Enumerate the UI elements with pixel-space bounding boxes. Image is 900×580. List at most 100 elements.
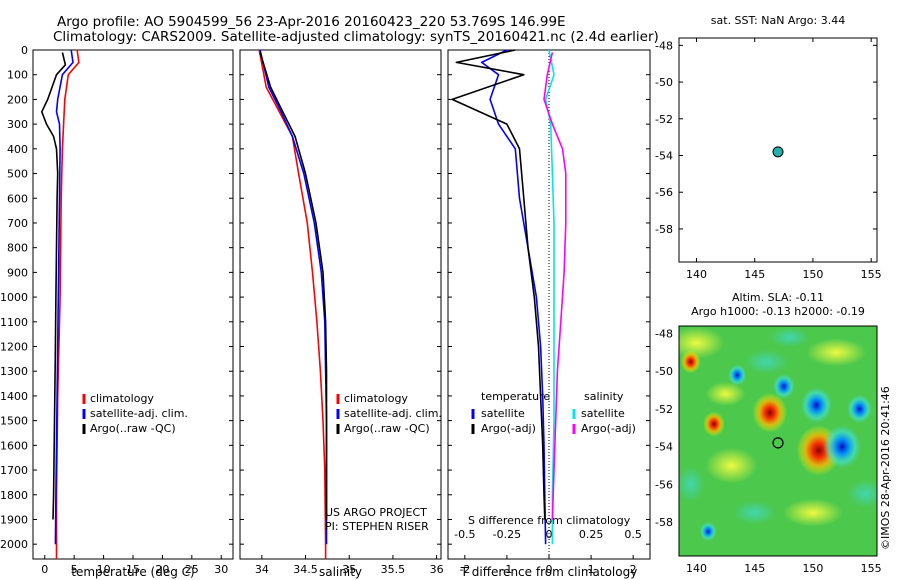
sst-map-lat-tick-label: -58 xyxy=(655,223,673,236)
sal-legend-label: Argo(..raw -QC) xyxy=(344,422,430,435)
sla-map-lon-tick-label: 140 xyxy=(686,562,707,575)
sla-negative-anomaly xyxy=(800,387,833,424)
sla-map-lon-tick-label: 155 xyxy=(861,562,882,575)
sla-positive-anomaly xyxy=(752,392,788,433)
temp-line-satellite xyxy=(54,49,74,545)
sla-map-lon-tick-label: 145 xyxy=(744,562,765,575)
panel-2-frame xyxy=(239,49,442,560)
sst-map-lat-tick-label: -56 xyxy=(655,186,673,199)
sla-negative-anomaly xyxy=(773,373,795,399)
sal-legend-label: satellite-adj. clim. xyxy=(344,407,442,420)
sla-negative-anomaly xyxy=(847,394,872,424)
sst-map-lon-tick-label: 140 xyxy=(686,268,707,281)
depth-tick-label: 1400 xyxy=(0,390,28,403)
tdiff-tick-label: 2 xyxy=(630,563,637,576)
sal-line-satellite xyxy=(259,49,328,545)
sal-legend-label: climatology xyxy=(344,392,408,405)
sla-negative-anomaly xyxy=(699,521,717,542)
sla-map-lat-tick-label: -56 xyxy=(655,478,673,491)
tdiff-line-argo xyxy=(451,49,546,520)
sla-field xyxy=(679,326,877,556)
sla-map-title: Altim. SLA: -0.11 xyxy=(732,291,824,304)
tdiff-tick-label: -2 xyxy=(459,563,470,576)
sla-map-lat-tick-label: -48 xyxy=(655,328,673,341)
sst-map-lat-tick-label: -48 xyxy=(655,39,673,52)
tdiff-tick-label: 1 xyxy=(588,563,595,576)
depth-tick-label: 1100 xyxy=(0,316,28,329)
depth-tick-label: 1700 xyxy=(0,464,28,477)
sla-texture xyxy=(744,349,789,374)
tdiff-legend-label: satellite xyxy=(481,407,525,420)
sdiff-axis-label: S difference from climatology xyxy=(468,514,631,527)
sla-texture xyxy=(705,447,758,484)
depth-tick-label: 200 xyxy=(7,93,28,106)
sla-map-lat-tick-label: -58 xyxy=(655,516,673,529)
temp-legend-label: climatology xyxy=(90,392,154,405)
sla-texture xyxy=(806,338,867,367)
sla-texture xyxy=(847,479,877,508)
sal-tick-label: 36 xyxy=(430,563,444,576)
sdiff-line-satellite xyxy=(544,49,555,545)
sal-line-climatology xyxy=(258,49,327,559)
sla-texture xyxy=(679,466,705,503)
sdiff-legend-title: salinity xyxy=(584,390,624,403)
temp-legend-label: satellite-adj. clim. xyxy=(90,407,188,420)
sdiff-tick-label: 0.5 xyxy=(624,528,642,541)
sla-texture xyxy=(769,327,810,348)
sdiff-legend-label: satellite xyxy=(581,407,625,420)
sdiff-tick-label: 0.25 xyxy=(579,528,604,541)
temp-tick-label: 20 xyxy=(155,563,169,576)
sla-texture xyxy=(782,498,843,527)
sla-map-subtitle: Argo h1000: -0.13 h2000: -0.19 xyxy=(691,305,865,318)
sdiff-tick-label: -0.25 xyxy=(493,528,521,541)
sdiff-tick-label: 0 xyxy=(546,528,553,541)
sla-map-lat-tick-label: -54 xyxy=(655,441,673,454)
temp-legend-label: Argo(..raw -QC) xyxy=(90,422,176,435)
depth-tick-label: 900 xyxy=(7,266,28,279)
sst-map-title: sat. SST: NaN Argo: 3.44 xyxy=(711,14,845,27)
pi-note: PI: STEPHEN RISER xyxy=(325,520,429,533)
sst-map-lat-tick-label: -54 xyxy=(655,150,673,163)
depth-tick-label: 2000 xyxy=(0,538,28,551)
temp-tick-label: 10 xyxy=(97,563,111,576)
sdiff-legend-label: Argo(-adj) xyxy=(581,422,636,435)
sla-positive-anomaly xyxy=(703,411,725,437)
sst-map-lon-tick-label: 150 xyxy=(802,268,823,281)
sst-map-lon-tick-label: 155 xyxy=(861,268,882,281)
title-line-1: Argo profile: AO 5904599_56 23-Apr-2016 … xyxy=(57,14,566,30)
temp-tick-label: 25 xyxy=(185,563,199,576)
temp-line-argo xyxy=(40,52,67,520)
temp-tick-label: 0 xyxy=(41,563,48,576)
sst-map-lon-tick-label: 145 xyxy=(744,268,765,281)
tdiff-axis-label: T difference from climatology xyxy=(460,565,638,579)
tdiff-legend-label: Argo(-adj) xyxy=(481,422,536,435)
sal-tick-label: 34 xyxy=(255,563,269,576)
depth-tick-label: 1500 xyxy=(0,415,28,428)
sla-float-marker xyxy=(772,437,784,449)
sla-map-frame xyxy=(678,325,878,557)
sst-map-lat-tick-label: -52 xyxy=(655,113,673,126)
depth-tick-label: 100 xyxy=(7,69,28,82)
sdiff-tick-label: -0.5 xyxy=(454,528,475,541)
depth-tick-label: 300 xyxy=(7,118,28,131)
temp-axis-label: temperature (deg C) xyxy=(71,565,194,579)
depth-tick-label: 500 xyxy=(7,168,28,181)
sal-tick-label: 35 xyxy=(342,563,356,576)
float-position-marker xyxy=(772,146,784,158)
depth-tick-label: 600 xyxy=(7,192,28,205)
sal-line-argo xyxy=(259,52,328,520)
sal-axis-label: salinity xyxy=(319,565,362,579)
temp-tick-label: 30 xyxy=(214,563,228,576)
tdiff-line-satellite xyxy=(480,49,547,545)
sla-negative-anomaly xyxy=(728,364,747,386)
title-line-2: Climatology: CARS2009. Satellite-adjuste… xyxy=(53,29,659,45)
sla-map-lat-tick-label: -50 xyxy=(655,365,673,378)
imos-credit: ©IMOS 28-Apr-2016 20:41:46 xyxy=(879,386,892,550)
project-note: US ARGO PROJECT xyxy=(325,506,427,519)
depth-tick-label: 1900 xyxy=(0,513,28,526)
depth-tick-label: 1300 xyxy=(0,365,28,378)
tdiff-tick-label: 0 xyxy=(546,563,553,576)
tdiff-tick-label: -1 xyxy=(501,563,512,576)
depth-tick-label: 700 xyxy=(7,217,28,230)
